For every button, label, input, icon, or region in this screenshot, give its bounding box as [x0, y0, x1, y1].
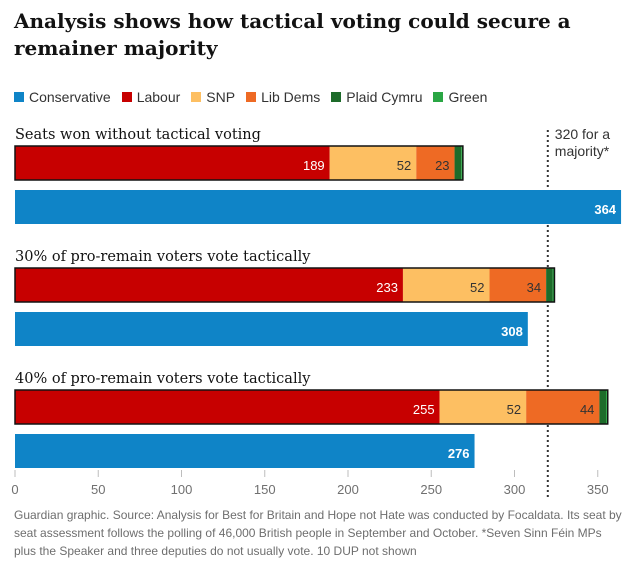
majority-label: 320 for a [555, 126, 610, 142]
bar-value-label: 52 [507, 402, 521, 417]
legend-label: Labour [136, 89, 181, 105]
bar-plaid-cymru [599, 390, 607, 424]
x-tick-label: 300 [504, 482, 526, 497]
bar-lib-dems [526, 390, 600, 424]
bar-green [461, 146, 463, 180]
legend-label: Green [448, 89, 488, 105]
legend-item-conservative: Conservative [14, 89, 111, 105]
bar-value-label: 255 [413, 402, 435, 417]
bar-conservative [15, 190, 622, 224]
bar-value-label: 34 [527, 280, 541, 295]
remain-bloc-outline [14, 145, 464, 181]
bar-value-label: 276 [448, 446, 470, 461]
bar-value-label: 189 [303, 158, 325, 173]
footnote: Guardian graphic. Source: Analysis for B… [14, 508, 622, 558]
legend-swatch [14, 92, 24, 102]
bar-value-label: 23 [435, 158, 449, 173]
bar-labour [15, 390, 440, 424]
legend-label: Lib Dems [261, 89, 321, 105]
bar-value-label: 52 [470, 280, 484, 295]
bar-green [552, 268, 555, 302]
x-tick-label: 0 [11, 482, 18, 497]
bar-plaid-cymru [546, 268, 553, 302]
legend-item-labour: Labour [121, 89, 181, 105]
remain-bloc-outline [14, 267, 556, 303]
legend-item-green: Green [433, 89, 487, 105]
legend-item-snp: SNP [191, 89, 235, 105]
legend-swatch [191, 92, 202, 102]
bar-plaid-cymru [454, 146, 462, 180]
bar-lib-dems [416, 146, 455, 180]
bar-labour [15, 146, 330, 180]
legend-label: Conservative [29, 89, 111, 105]
bar-value-label: 308 [501, 324, 523, 339]
legend-swatch [331, 92, 342, 102]
x-tick-label: 50 [91, 482, 105, 497]
bar-snp [329, 146, 417, 180]
chart-title: Analysis shows how tactical voting could… [14, 9, 571, 60]
legend-label: SNP [206, 89, 236, 105]
group-label: 40% of pro-remain voters vote tactically [15, 371, 311, 387]
remain-bloc-outline [14, 389, 609, 425]
legend-item-lib-dems: Lib Dems [246, 89, 320, 105]
x-tick-label: 150 [254, 482, 276, 497]
legend: Conservative Labour SNP Lib Dems Plaid Cymru… [14, 87, 498, 107]
bar-labour [15, 268, 403, 302]
bar-conservative [15, 434, 475, 468]
bar-value-label: 44 [580, 402, 594, 417]
legend-swatch [246, 92, 257, 102]
bar-lib-dems [489, 268, 547, 302]
bar-snp [402, 268, 490, 302]
bar-value-label: 364 [594, 202, 616, 217]
group-label: 30% of pro-remain voters vote tactically [15, 249, 311, 265]
x-tick-label: 350 [587, 482, 609, 497]
bar-green [606, 390, 608, 424]
legend-swatch [433, 92, 444, 102]
legend-label: Plaid Cymru [346, 89, 423, 105]
x-tick-label: 200 [337, 482, 359, 497]
group-label: Seats won without tactical voting [15, 127, 261, 143]
x-tick-label: 100 [171, 482, 193, 497]
majority-label: majority* [555, 143, 610, 159]
bar-value-label: 52 [397, 158, 411, 173]
bar-conservative [15, 312, 528, 346]
legend-item-plaid-cymru: Plaid Cymru [331, 89, 422, 105]
bar-value-label: 233 [376, 280, 398, 295]
x-tick-label: 250 [420, 482, 442, 497]
bar-snp [439, 390, 527, 424]
legend-swatch [121, 92, 132, 102]
